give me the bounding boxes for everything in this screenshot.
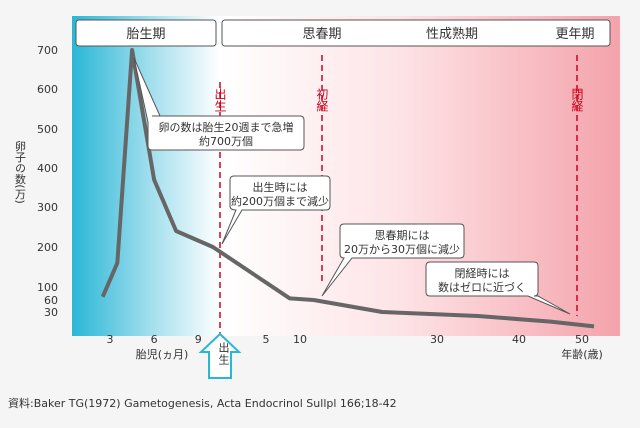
callout-fetal-peak: 卵の数は胎生20週まで急増 約700万個 xyxy=(133,57,305,151)
phase-label-fetal: 胎生期 xyxy=(126,27,165,42)
callout-puberty-line1: 思春期には xyxy=(375,229,430,242)
callout-menopause-line2: 数はゼロに近づく xyxy=(438,281,526,294)
event-label-birth: 出生 xyxy=(213,88,227,112)
x-tick-label: 40 xyxy=(512,333,526,346)
callout-birth-line1: 出生時には xyxy=(253,180,308,194)
x-tick-label: 30 xyxy=(430,333,444,346)
callout-fetal-peak-line2: 約700万個 xyxy=(199,134,253,148)
callout-birth: 出生時には 約200万個まで減少 xyxy=(221,175,331,245)
event-label-menopause: 閉経 xyxy=(570,88,584,112)
ovum-count-line xyxy=(100,48,595,329)
x-tick-label: 5 xyxy=(263,333,270,346)
phase-box-fetal xyxy=(75,19,217,47)
y-tick-label: 700 xyxy=(37,44,58,57)
callout-puberty: 思春期には 20万から30万個に減少 xyxy=(321,223,465,297)
birth-arrow xyxy=(198,332,242,379)
birth-arrow-label: 出生 xyxy=(217,342,230,366)
x-tick-label: 3 xyxy=(107,333,114,346)
callout-puberty-line2: 20万から30万個に減少 xyxy=(344,242,460,256)
y-tick-label: 400 xyxy=(37,162,58,175)
callout-birth-line2: 約200万個まで減少 xyxy=(231,194,329,208)
y-tick-label: 60 xyxy=(44,294,58,307)
y-tick-label: 600 xyxy=(37,83,58,96)
y-axis-label: 卵子の数(万) xyxy=(14,140,27,204)
phase-header: 胎生期 思春期 性成熟期 更年期 xyxy=(75,19,611,47)
event-label-menarche: 初経 xyxy=(315,88,329,112)
x-axis-label-fetal: 胎児(ヵ月) xyxy=(136,347,189,361)
x-tick-label: 6 xyxy=(151,333,158,346)
y-tick-label: 30 xyxy=(44,306,58,319)
x-axis: 3 6 9 5 10 30 40 50 xyxy=(107,333,590,346)
phase-label-menopause: 更年期 xyxy=(555,27,594,42)
x-tick-label: 9 xyxy=(195,333,202,346)
y-tick-label: 200 xyxy=(37,241,58,254)
x-tick-label: 10 xyxy=(293,333,307,346)
callout-menopause: 閉経時には 数はゼロに近づく xyxy=(425,261,571,315)
y-tick-label: 100 xyxy=(37,281,58,294)
phase-label-puberty: 思春期 xyxy=(302,27,341,42)
phase-box-postnatal xyxy=(221,19,611,47)
y-tick-label: 300 xyxy=(37,201,58,214)
phase-label-maturity: 性成熟期 xyxy=(426,26,478,42)
fetal-background xyxy=(72,16,220,336)
x-tick-label: 50 xyxy=(575,333,589,346)
callout-menopause-line1: 閉経時には xyxy=(455,267,510,280)
x-axis-label-age: 年齢(歳) xyxy=(561,347,603,361)
source-citation: 資料:Baker TG(1972) Gametogenesis, Acta En… xyxy=(8,397,397,410)
y-tick-label: 500 xyxy=(37,123,58,136)
callout-fetal-peak-line1: 卵の数は胎生20週まで急増 xyxy=(159,120,294,134)
